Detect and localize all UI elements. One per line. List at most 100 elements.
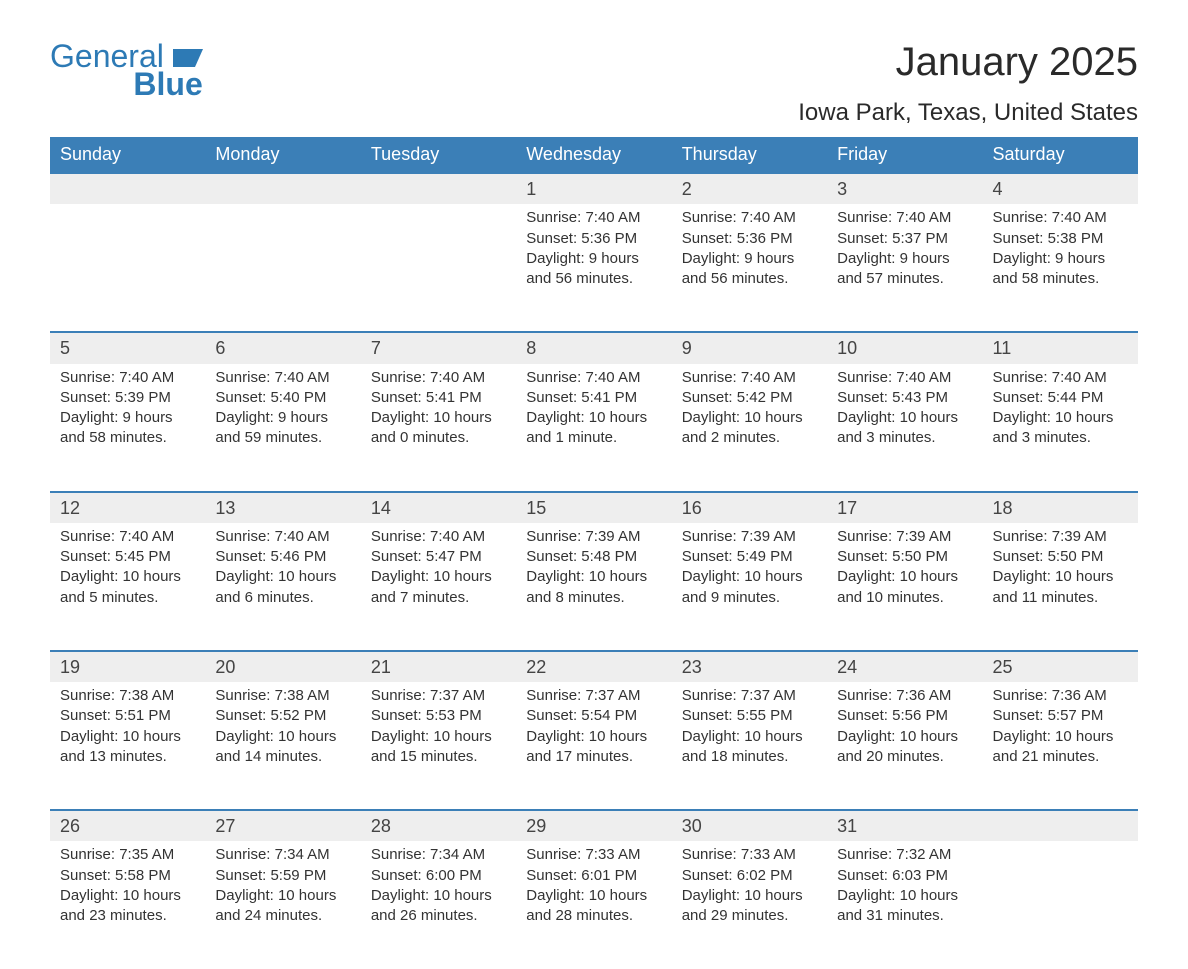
day-detail-cell: Sunrise: 7:40 AMSunset: 5:38 PMDaylight:… (983, 204, 1138, 332)
daylight-text-l2: and 3 minutes. (993, 428, 1128, 448)
sunset-text: Sunset: 6:03 PM (837, 866, 972, 886)
daylight-text-l1: Daylight: 10 hours (682, 408, 817, 428)
day-detail-row: Sunrise: 7:35 AMSunset: 5:58 PMDaylight:… (50, 841, 1138, 969)
daylight-text-l1: Daylight: 9 hours (526, 249, 661, 269)
daylight-text-l2: and 18 minutes. (682, 747, 817, 767)
day-detail-cell: Sunrise: 7:34 AMSunset: 5:59 PMDaylight:… (205, 841, 360, 969)
daylight-text-l2: and 31 minutes. (837, 906, 972, 926)
day-detail-cell: Sunrise: 7:40 AMSunset: 5:36 PMDaylight:… (516, 204, 671, 332)
sunrise-text: Sunrise: 7:39 AM (526, 527, 661, 547)
day-detail-cell: Sunrise: 7:40 AMSunset: 5:44 PMDaylight:… (983, 364, 1138, 492)
day-detail-cell: Sunrise: 7:40 AMSunset: 5:40 PMDaylight:… (205, 364, 360, 492)
sunset-text: Sunset: 5:39 PM (60, 388, 195, 408)
day-number-cell: 22 (516, 651, 671, 682)
calendar-head: SundayMondayTuesdayWednesdayThursdayFrid… (50, 137, 1138, 173)
day-detail-row: Sunrise: 7:40 AMSunset: 5:45 PMDaylight:… (50, 523, 1138, 651)
daylight-text-l1: Daylight: 10 hours (837, 408, 972, 428)
sunset-text: Sunset: 5:36 PM (526, 229, 661, 249)
day-detail-cell: Sunrise: 7:37 AMSunset: 5:54 PMDaylight:… (516, 682, 671, 810)
sunset-text: Sunset: 5:52 PM (215, 706, 350, 726)
weekday-header: Tuesday (361, 137, 516, 173)
sunset-text: Sunset: 5:36 PM (682, 229, 817, 249)
day-detail-cell: Sunrise: 7:38 AMSunset: 5:52 PMDaylight:… (205, 682, 360, 810)
day-detail-row: Sunrise: 7:38 AMSunset: 5:51 PMDaylight:… (50, 682, 1138, 810)
sunset-text: Sunset: 5:37 PM (837, 229, 972, 249)
sunset-text: Sunset: 5:43 PM (837, 388, 972, 408)
day-detail-cell: Sunrise: 7:40 AMSunset: 5:46 PMDaylight:… (205, 523, 360, 651)
sunrise-text: Sunrise: 7:40 AM (215, 527, 350, 547)
daylight-text-l1: Daylight: 10 hours (682, 886, 817, 906)
day-number-cell: 20 (205, 651, 360, 682)
daylight-text-l1: Daylight: 10 hours (526, 727, 661, 747)
sunset-text: Sunset: 6:02 PM (682, 866, 817, 886)
daylight-text-l1: Daylight: 10 hours (215, 727, 350, 747)
daylight-text-l1: Daylight: 10 hours (215, 886, 350, 906)
day-detail-row: Sunrise: 7:40 AMSunset: 5:36 PMDaylight:… (50, 204, 1138, 332)
sunrise-text: Sunrise: 7:39 AM (993, 527, 1128, 547)
sunrise-text: Sunrise: 7:38 AM (215, 686, 350, 706)
title-block: January 2025 Iowa Park, Texas, United St… (798, 40, 1138, 127)
daylight-text-l2: and 11 minutes. (993, 588, 1128, 608)
day-number-cell: 3 (827, 173, 982, 204)
day-detail-cell (983, 841, 1138, 969)
sunrise-text: Sunrise: 7:40 AM (682, 208, 817, 228)
weekday-header: Wednesday (516, 137, 671, 173)
day-number-cell: 14 (361, 492, 516, 523)
day-number-cell: 23 (672, 651, 827, 682)
day-detail-cell: Sunrise: 7:40 AMSunset: 5:41 PMDaylight:… (516, 364, 671, 492)
day-number-cell: 1 (516, 173, 671, 204)
daylight-text-l2: and 56 minutes. (682, 269, 817, 289)
day-detail-cell: Sunrise: 7:37 AMSunset: 5:53 PMDaylight:… (361, 682, 516, 810)
sunset-text: Sunset: 5:41 PM (371, 388, 506, 408)
daylight-text-l1: Daylight: 10 hours (682, 727, 817, 747)
daylight-text-l2: and 5 minutes. (60, 588, 195, 608)
sunrise-text: Sunrise: 7:40 AM (215, 368, 350, 388)
sunset-text: Sunset: 5:42 PM (682, 388, 817, 408)
daylight-text-l2: and 57 minutes. (837, 269, 972, 289)
daylight-text-l1: Daylight: 9 hours (682, 249, 817, 269)
sunset-text: Sunset: 5:41 PM (526, 388, 661, 408)
day-number-cell: 26 (50, 810, 205, 841)
sunrise-text: Sunrise: 7:40 AM (60, 527, 195, 547)
daylight-text-l2: and 59 minutes. (215, 428, 350, 448)
day-detail-cell: Sunrise: 7:32 AMSunset: 6:03 PMDaylight:… (827, 841, 982, 969)
day-number-row: 12131415161718 (50, 492, 1138, 523)
day-detail-cell: Sunrise: 7:36 AMSunset: 5:57 PMDaylight:… (983, 682, 1138, 810)
day-detail-cell: Sunrise: 7:40 AMSunset: 5:45 PMDaylight:… (50, 523, 205, 651)
calendar-body: 1234Sunrise: 7:40 AMSunset: 5:36 PMDayli… (50, 173, 1138, 969)
day-detail-cell: Sunrise: 7:33 AMSunset: 6:01 PMDaylight:… (516, 841, 671, 969)
sunrise-text: Sunrise: 7:37 AM (526, 686, 661, 706)
day-detail-cell (361, 204, 516, 332)
weekday-header: Monday (205, 137, 360, 173)
daylight-text-l1: Daylight: 10 hours (60, 567, 195, 587)
sunrise-text: Sunrise: 7:34 AM (215, 845, 350, 865)
sunset-text: Sunset: 5:47 PM (371, 547, 506, 567)
sunset-text: Sunset: 5:44 PM (993, 388, 1128, 408)
day-number-cell: 18 (983, 492, 1138, 523)
day-number-cell: 5 (50, 332, 205, 363)
daylight-text-l2: and 13 minutes. (60, 747, 195, 767)
weekday-header: Friday (827, 137, 982, 173)
daylight-text-l2: and 14 minutes. (215, 747, 350, 767)
sunset-text: Sunset: 6:01 PM (526, 866, 661, 886)
daylight-text-l1: Daylight: 10 hours (837, 886, 972, 906)
day-number-cell: 25 (983, 651, 1138, 682)
day-number-cell: 6 (205, 332, 360, 363)
logo-text: General Blue (50, 40, 203, 100)
day-detail-cell (50, 204, 205, 332)
daylight-text-l1: Daylight: 10 hours (993, 727, 1128, 747)
day-number-row: 567891011 (50, 332, 1138, 363)
daylight-text-l1: Daylight: 10 hours (526, 567, 661, 587)
day-number-cell: 21 (361, 651, 516, 682)
daylight-text-l1: Daylight: 10 hours (993, 567, 1128, 587)
sunrise-text: Sunrise: 7:40 AM (682, 368, 817, 388)
sunrise-text: Sunrise: 7:40 AM (371, 527, 506, 547)
daylight-text-l1: Daylight: 10 hours (371, 567, 506, 587)
daylight-text-l2: and 2 minutes. (682, 428, 817, 448)
daylight-text-l1: Daylight: 10 hours (371, 886, 506, 906)
sunrise-text: Sunrise: 7:36 AM (993, 686, 1128, 706)
day-number-cell: 8 (516, 332, 671, 363)
day-detail-cell: Sunrise: 7:40 AMSunset: 5:39 PMDaylight:… (50, 364, 205, 492)
day-number-cell: 27 (205, 810, 360, 841)
month-title: January 2025 (798, 40, 1138, 85)
